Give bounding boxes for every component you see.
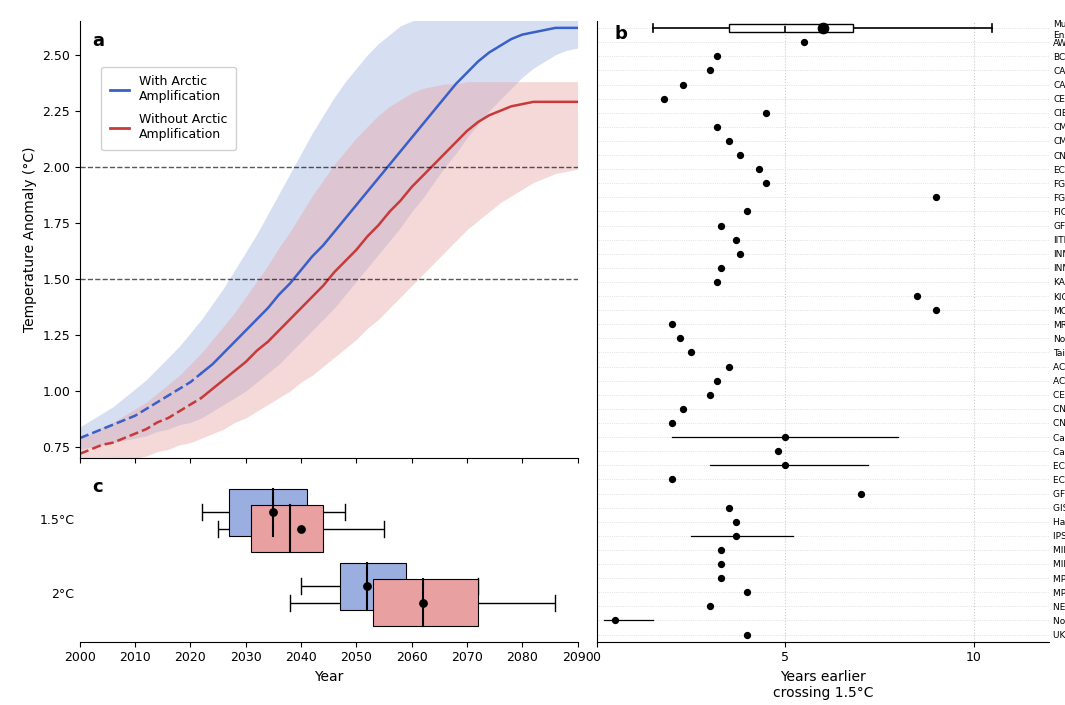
Point: [796, 37, 813, 48]
Point: [712, 262, 730, 274]
Bar: [728, 24, 853, 32]
Point: [701, 389, 718, 400]
Point: [720, 361, 737, 372]
Point: [712, 572, 730, 584]
Point: [656, 93, 673, 104]
Point: [928, 305, 945, 316]
Point: [708, 51, 725, 62]
Point: [675, 403, 692, 415]
Point: [708, 276, 725, 288]
Point: [750, 164, 767, 175]
Point: [739, 206, 756, 217]
X-axis label: Years earlier
crossing 1.5°C: Years earlier crossing 1.5°C: [772, 670, 873, 700]
Point: [776, 460, 793, 471]
Point: [776, 431, 793, 443]
Point: [663, 474, 681, 485]
Legend: With Arctic
Amplification, Without Arctic
Amplification: With Arctic Amplification, Without Arcti…: [101, 67, 235, 150]
Point: [727, 516, 744, 527]
Text: a: a: [93, 32, 104, 50]
Point: [359, 580, 376, 591]
Point: [712, 544, 730, 556]
Point: [739, 587, 756, 598]
Point: [293, 523, 310, 534]
Point: [852, 488, 869, 499]
Point: [683, 347, 700, 358]
Bar: [373, 580, 478, 627]
Point: [663, 417, 681, 429]
X-axis label: Year: Year: [314, 670, 343, 684]
Point: [732, 149, 749, 161]
Point: [265, 506, 282, 517]
Point: [712, 558, 730, 570]
Text: 1.5°C: 1.5°C: [39, 514, 75, 527]
Bar: [340, 563, 406, 610]
Point: [712, 220, 730, 231]
Point: [727, 234, 744, 245]
Point: [769, 446, 786, 457]
Point: [663, 319, 681, 330]
Point: [908, 290, 925, 302]
Point: [727, 530, 744, 541]
Text: b: b: [615, 25, 627, 44]
Point: [701, 601, 718, 612]
Point: [701, 65, 718, 76]
Text: 2°C: 2°C: [51, 588, 75, 601]
Point: [720, 502, 737, 513]
Point: [757, 178, 774, 189]
Point: [732, 248, 749, 259]
Point: [708, 375, 725, 386]
Text: c: c: [93, 477, 103, 496]
Point: [671, 333, 688, 344]
Point: [815, 23, 832, 34]
Point: [720, 135, 737, 147]
Point: [675, 79, 692, 90]
Point: [414, 597, 431, 608]
Point: [757, 107, 774, 118]
Point: [607, 615, 624, 626]
Point: [928, 192, 945, 203]
Point: [739, 629, 756, 640]
Bar: [229, 489, 307, 536]
Y-axis label: Temperature Anomaly (°C): Temperature Anomaly (°C): [22, 147, 36, 333]
Bar: [251, 505, 323, 553]
Point: [708, 121, 725, 133]
